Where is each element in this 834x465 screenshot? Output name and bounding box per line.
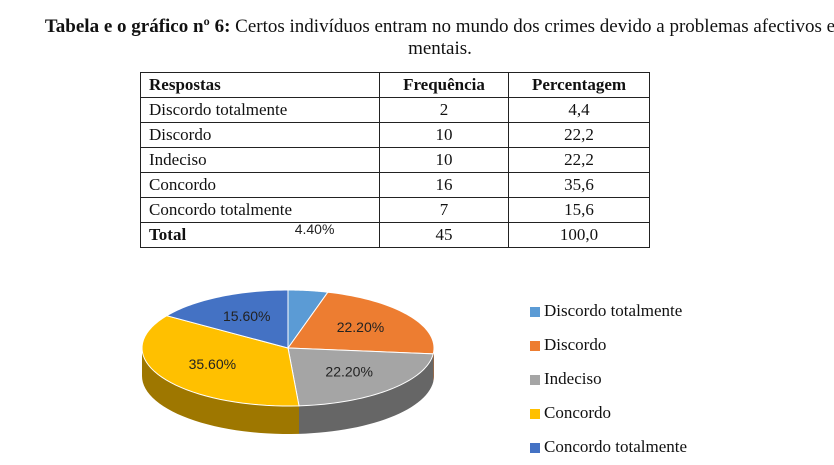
- header-cell: Frequência: [379, 72, 509, 98]
- table-row: Concordo 16 35,6: [140, 172, 650, 198]
- pie-slice: [287, 347, 434, 407]
- pie-side: [298, 353, 434, 434]
- table-row: Discordo totalmente 2 4,4: [140, 97, 650, 123]
- table-cell: Total: [140, 222, 380, 248]
- table-cell: 22,2: [508, 122, 650, 148]
- table-cell: 4,4: [508, 97, 650, 123]
- header-row: Respostas Frequência Percentagem: [140, 72, 650, 98]
- legend-swatch: [530, 409, 540, 419]
- table: Respostas Frequência Percentagem Discord…: [140, 72, 650, 248]
- table-cell: 2: [379, 97, 509, 123]
- table-cell: Concordo totalmente: [140, 197, 380, 223]
- table-cell: 15,6: [508, 197, 650, 223]
- table-cell: 16: [379, 172, 509, 198]
- table-cell: Concordo: [140, 172, 380, 198]
- pie-side: [142, 348, 299, 434]
- legend-label: Concordo totalmente: [544, 437, 687, 456]
- table-cell: 10: [379, 147, 509, 173]
- legend-label: Discordo totalmente: [544, 301, 682, 320]
- table-cell: Discordo totalmente: [140, 97, 380, 123]
- data-label: 4.40%: [295, 221, 335, 237]
- table-cell: Discordo: [140, 122, 380, 148]
- table-row: Total 45 100,0: [140, 222, 650, 248]
- legend-swatch: [530, 307, 540, 317]
- data-label: 22.20%: [337, 319, 384, 335]
- table-cell: 100,0: [508, 222, 650, 248]
- data-label: 35.60%: [189, 356, 236, 372]
- table-cell: Indeciso: [140, 147, 380, 173]
- table-cell: 22,2: [508, 147, 650, 173]
- table-cell: 45: [379, 222, 509, 248]
- data-label: 15.60%: [223, 308, 270, 324]
- pie-slice: [287, 291, 435, 355]
- header-cell: Percentagem: [508, 72, 650, 98]
- pie-slice: [141, 315, 300, 407]
- legend-swatch: [530, 341, 540, 351]
- data-label: 22.20%: [325, 364, 372, 380]
- table-cell: 10: [379, 122, 509, 148]
- legend-swatch: [530, 375, 540, 385]
- legend-label: Concordo: [544, 403, 611, 422]
- legend-label: Indeciso: [544, 369, 602, 388]
- table-cell: 35,6: [508, 172, 650, 198]
- legend-swatch: [530, 443, 540, 453]
- header-cell: Respostas: [140, 72, 380, 98]
- caption-label: Tabela e o gráfico nº 6:: [44, 16, 231, 37]
- table-row: Indeciso 10 22,2: [140, 147, 650, 173]
- caption: Tabela e o gráfico nº 6: Certos indivídu…: [30, 16, 834, 60]
- pie-side: [433, 348, 434, 382]
- legend-label: Discordo: [544, 335, 606, 354]
- table-row: Concordo totalmente 7 15,6: [140, 197, 650, 223]
- pie-slice: [165, 289, 289, 349]
- caption-text: Certos indivíduos entram no mundo dos cr…: [235, 16, 834, 59]
- table-row: Discordo 10 22,2: [140, 122, 650, 148]
